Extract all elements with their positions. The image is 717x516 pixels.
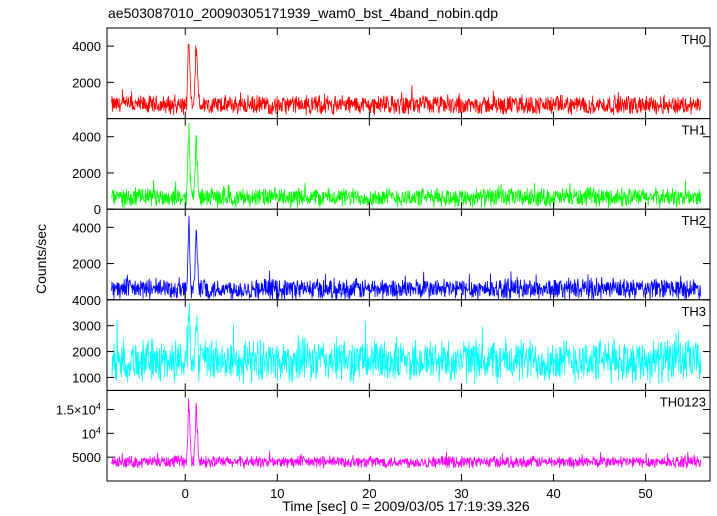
band-label-th0123: TH0123	[660, 394, 706, 409]
panel-th0: 2000 4000 TH0	[72, 27, 711, 120]
x-tick-label: 50	[638, 486, 652, 501]
chart-title: ae503087010_20090305171939_wam0_bst_4ban…	[108, 5, 498, 21]
band-label-th0: TH0	[681, 32, 706, 47]
x-axis: 0 10 20 30 40 50	[182, 486, 653, 501]
y-tick-label: 2000	[72, 345, 101, 360]
y-tick-label: 2000	[72, 257, 101, 272]
x-axis-label: Time [sec] 0 = 2009/03/05 17:19:39.326	[282, 498, 530, 514]
series-line-th3	[111, 303, 702, 385]
y-tick-label: 1000	[72, 370, 101, 385]
x-tick-label: 40	[546, 486, 560, 501]
x-tick-label: 30	[454, 486, 468, 501]
y-tick-label: 2000	[72, 75, 101, 90]
panel-th2: 2000 4000 TH2	[72, 208, 711, 301]
band-label-th2: TH2	[681, 213, 706, 228]
y-tick-label: 4000	[72, 130, 101, 145]
series-line-th2	[111, 215, 702, 300]
x-tick-label: 0	[182, 486, 189, 501]
y-tick-label: 5000	[72, 450, 101, 465]
band-label-th1: TH1	[681, 123, 706, 138]
panel-th1: 0 2000 4000 TH1	[72, 118, 711, 217]
y-tick-label: 4000	[72, 220, 101, 235]
y-tick-label: 0	[94, 202, 101, 217]
band-label-th3: TH3	[681, 304, 706, 319]
panel-frame	[106, 389, 711, 482]
series-line-th1	[111, 122, 702, 209]
panel-th3: 1000 2000 3000 4000 TH3	[72, 293, 711, 391]
panels: 2000 4000 TH0 0 2000 4000 TH1 2000 4000 TH2 1000 20…	[56, 27, 711, 482]
x-tick-label: 20	[362, 486, 376, 501]
series-line-th0	[111, 43, 702, 116]
y-tick-label: 4000	[72, 39, 101, 54]
y-tick-label: 1.5×104	[56, 401, 101, 417]
panel-th0123: 5000 104 1.5×104 TH0123	[56, 389, 711, 482]
y-tick-label: 104	[82, 425, 101, 441]
series-line-th0123	[111, 398, 702, 469]
y-tick-label: 3000	[72, 319, 101, 334]
y-axis-label: Counts/sec	[33, 224, 49, 294]
y-tick-label: 2000	[72, 166, 101, 181]
x-tick-label: 10	[270, 486, 284, 501]
y-tick-label: 4000	[72, 293, 101, 308]
